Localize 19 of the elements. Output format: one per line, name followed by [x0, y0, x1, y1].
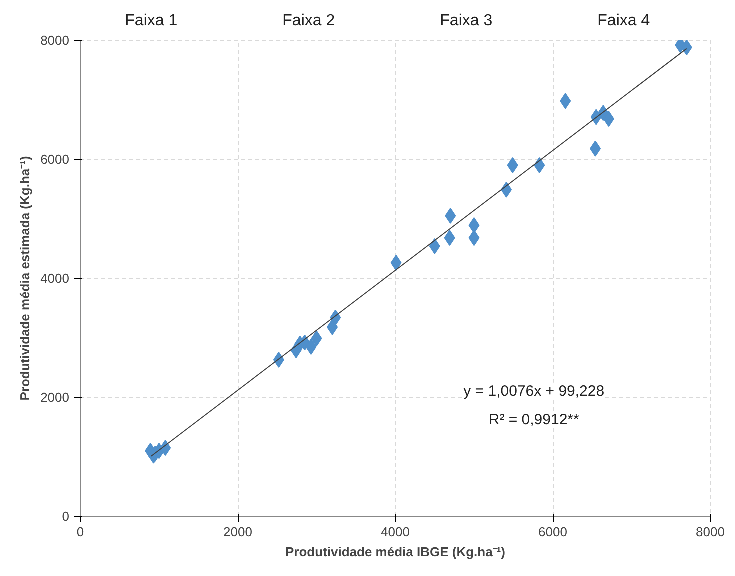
text: Faixa 3: [440, 12, 493, 30]
annotation: R² = 0,9912**: [488, 411, 580, 428]
y-tick-label: 2000: [40, 390, 70, 405]
x-tick-label: 6000: [538, 524, 568, 540]
x-tick-label: 0: [76, 524, 84, 540]
annotation: y = 1,0076x + 99,228: [464, 382, 605, 400]
text: Faixa 2: [282, 12, 336, 30]
text: Faixa 4: [598, 12, 650, 30]
x-tick-label: 8000: [696, 524, 725, 540]
y-tick-label: 0: [62, 509, 70, 524]
x-axis-title: Produtividade média IBGE (Kg.ha⁻¹): [286, 544, 506, 560]
y-axis-title: Produtividade média estimada (Kg.ha⁻¹): [18, 156, 33, 401]
y-tick-label: 6000: [40, 152, 70, 167]
point: [681, 40, 692, 56]
x-tick-label: 2000: [224, 524, 252, 540]
y-tick-label: 8000: [40, 33, 70, 48]
x-tick-label: 4000: [381, 524, 410, 540]
text: Faixa 1: [125, 12, 178, 30]
y-tick-label: 4000: [40, 271, 70, 286]
